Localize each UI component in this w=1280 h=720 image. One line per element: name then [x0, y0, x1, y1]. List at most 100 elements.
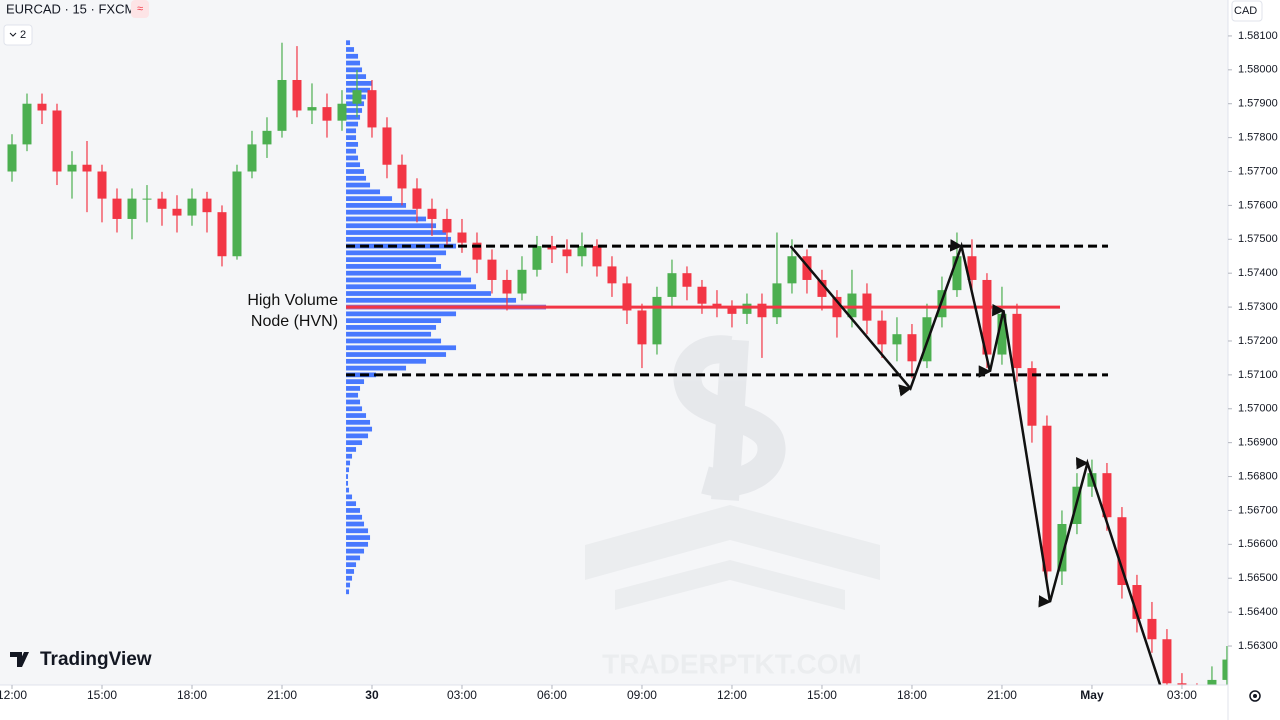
x-tick-label: 21:00 [987, 688, 1017, 702]
profile-row [346, 155, 359, 161]
profile-row [346, 182, 371, 188]
candle-body [877, 320, 887, 345]
candle-body [772, 283, 782, 318]
profile-row [346, 474, 349, 479]
candle-body [52, 110, 62, 172]
candle-body [307, 107, 317, 111]
candle-body [502, 279, 512, 294]
profile-row [346, 379, 365, 385]
candle-body [907, 334, 917, 362]
x-tick-label: 09:00 [627, 688, 657, 702]
x-tick-label: 03:00 [447, 688, 477, 702]
profile-row [346, 345, 457, 351]
candle-body [1222, 659, 1228, 680]
profile-row [346, 569, 355, 574]
candle-body [712, 303, 722, 308]
profile-row [346, 426, 373, 432]
y-tick-label: 1.57400 [1238, 267, 1278, 279]
status-icon: ≈ [137, 3, 143, 15]
profile-row [346, 236, 452, 242]
profile-row [346, 284, 477, 290]
profile-row [346, 440, 363, 446]
candle-body [1207, 679, 1217, 685]
y-tick-label: 1.56500 [1238, 572, 1278, 584]
candle-body [667, 273, 677, 297]
profile-row [346, 169, 365, 174]
profile-row [346, 67, 363, 73]
candle-body [1027, 368, 1037, 426]
plot-area [0, 0, 1228, 685]
candle-body [37, 103, 47, 111]
profile-row [346, 419, 371, 425]
status-badge[interactable] [131, 0, 149, 18]
candle-body [7, 144, 17, 172]
candle-body [142, 198, 152, 200]
y-tick-label: 1.57100 [1238, 369, 1278, 381]
profile-row [346, 338, 442, 344]
candle-body [847, 293, 857, 318]
candle-body [427, 208, 437, 219]
profile-row [346, 209, 417, 215]
annotation: High Volume [247, 292, 338, 309]
y-tick-label: 1.57300 [1238, 301, 1278, 313]
profile-row [346, 582, 351, 588]
x-tick-label: 21:00 [267, 688, 297, 702]
profile-row [346, 128, 357, 134]
profile-row [346, 325, 437, 330]
profile-row [346, 270, 462, 276]
candle-body [232, 171, 242, 257]
profile-row [346, 311, 457, 317]
settings-button[interactable] [1249, 690, 1261, 702]
candle-body [247, 144, 257, 172]
indicator-toggle[interactable] [3, 24, 33, 46]
profile-row [346, 257, 437, 263]
x-tick-label: May [1080, 688, 1104, 702]
currency-button[interactable] [1231, 0, 1263, 22]
y-tick-label: 1.56900 [1238, 437, 1278, 449]
watermark-text: TRADERPTKT.COM [602, 648, 862, 679]
candle-body [382, 127, 392, 165]
profile-row [346, 528, 369, 534]
x-tick-label: 15:00 [87, 688, 117, 702]
indicator-count: 2 [20, 29, 26, 41]
profile-row [346, 318, 442, 324]
profile-row [346, 541, 369, 547]
profile-row [346, 230, 447, 235]
y-tick-label: 1.57200 [1238, 335, 1278, 347]
candle-body [187, 198, 197, 216]
candle-body [292, 79, 302, 111]
profile-row [346, 175, 367, 181]
candle-body [787, 256, 797, 284]
profile-row [346, 392, 359, 398]
y-tick-label: 1.56800 [1238, 470, 1278, 482]
y-tick-label: 1.56600 [1238, 538, 1278, 550]
profile-row [346, 548, 365, 554]
candle-body [1177, 683, 1187, 685]
profile-row [346, 386, 361, 391]
y-tick-label: 1.57800 [1238, 132, 1278, 144]
y-tick-label: 1.58100 [1238, 30, 1278, 42]
candle-body [172, 208, 182, 216]
profile-row [346, 142, 359, 147]
candle-body [262, 130, 272, 145]
candle-body [802, 256, 812, 280]
profile-row [346, 277, 472, 283]
candle-body [442, 218, 452, 233]
profile-row [346, 358, 427, 364]
profile-row [346, 514, 363, 520]
candle-body [22, 103, 32, 145]
profile-row [346, 135, 357, 140]
y-tick-label: 1.56300 [1238, 640, 1278, 652]
candle-body [577, 246, 587, 257]
candle-body [727, 307, 737, 314]
candle-body [157, 198, 167, 209]
profile-row [346, 413, 367, 418]
candle-body [202, 198, 212, 213]
y-tick-label: 1.56400 [1238, 606, 1278, 618]
profile-row [346, 433, 369, 439]
y-tick-label: 1.57000 [1238, 403, 1278, 415]
candle-body [337, 103, 347, 121]
profile-row [346, 406, 363, 412]
profile-row [346, 589, 350, 595]
profile-row [346, 114, 361, 120]
